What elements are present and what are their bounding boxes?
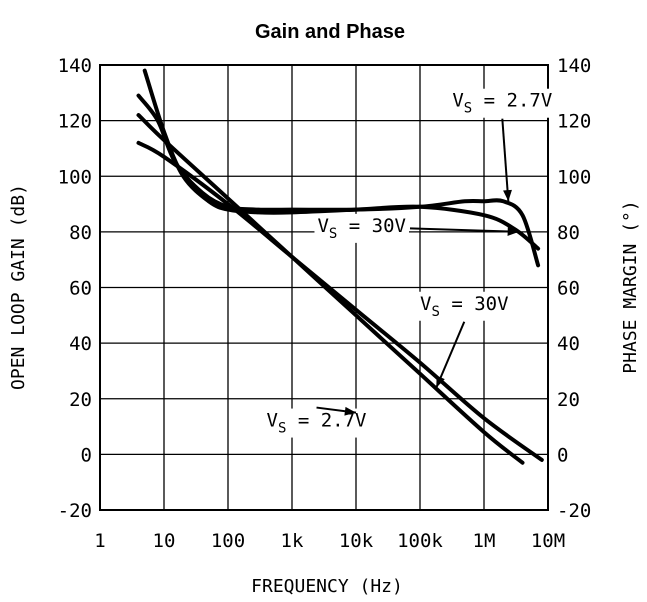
- chart-title: Gain and Phase: [255, 21, 405, 43]
- annotation-arrow-line: [501, 118, 510, 202]
- x-tick-label: 1M: [473, 530, 496, 552]
- plot-frame: [99, 64, 549, 511]
- annotation-arrowhead: [503, 189, 512, 202]
- left-y-tick-label: 80: [69, 222, 92, 244]
- annotation-arrow-line: [409, 227, 519, 233]
- annotation-background: [417, 291, 512, 321]
- right-y-tick-label: 60: [557, 278, 580, 300]
- series-group: [136, 68, 544, 465]
- annotation-arrowhead: [436, 375, 445, 388]
- right-y-tick-label: 120: [557, 111, 591, 133]
- x-tick-label: 1: [94, 530, 105, 552]
- x-axis-title: FREQUENCY (Hz): [251, 576, 403, 597]
- left-y-axis-ticks: -20 0 20 40 60 80 100 120 140: [58, 55, 92, 522]
- right-y-tick-label: 140: [557, 55, 591, 77]
- right-y-tick-label: 80: [557, 222, 580, 244]
- right-y-tick-label: 100: [557, 166, 591, 188]
- left-y-tick-label: 20: [69, 389, 92, 411]
- annotation-background: [314, 213, 409, 243]
- right-y-axis-title: PHASE MARGIN (°): [620, 200, 641, 373]
- x-tick-label: 10M: [531, 530, 565, 552]
- phase-curve-4: [142, 68, 541, 251]
- right-y-axis-ticks: -20 0 20 40 60 80 100 120 140: [557, 55, 591, 522]
- right-y-tick-label: 40: [557, 333, 580, 355]
- annotation-arrowhead: [344, 406, 356, 416]
- annotation-background: [449, 88, 556, 118]
- left-y-tick-label: 0: [81, 444, 92, 466]
- annotation-arrow-line: [435, 321, 466, 389]
- annotation-arrowhead: [507, 227, 519, 236]
- x-axis-ticks: 1 10 100 1k 10k 100k 1M 10M: [94, 530, 565, 552]
- left-y-tick-label: 140: [58, 55, 92, 77]
- x-tick-label: 100k: [397, 530, 443, 552]
- x-tick-label: 100: [211, 530, 245, 552]
- x-tick-label: 10k: [339, 530, 374, 552]
- right-y-tick-label: -20: [557, 500, 591, 522]
- left-y-axis-title: OPEN LOOP GAIN (dB): [8, 184, 29, 390]
- left-y-tick-label: 100: [58, 166, 92, 188]
- left-y-tick-label: 120: [58, 111, 92, 133]
- left-y-tick-label: 40: [69, 333, 92, 355]
- gain-curve-1: [136, 113, 525, 465]
- right-y-tick-label: 0: [557, 444, 568, 466]
- left-y-tick-label: -20: [58, 500, 92, 522]
- left-y-tick-label: 60: [69, 278, 92, 300]
- right-y-tick-label: 20: [557, 389, 580, 411]
- grid: [100, 65, 548, 510]
- x-tick-label: 1k: [281, 530, 304, 552]
- x-tick-label: 10: [153, 530, 176, 552]
